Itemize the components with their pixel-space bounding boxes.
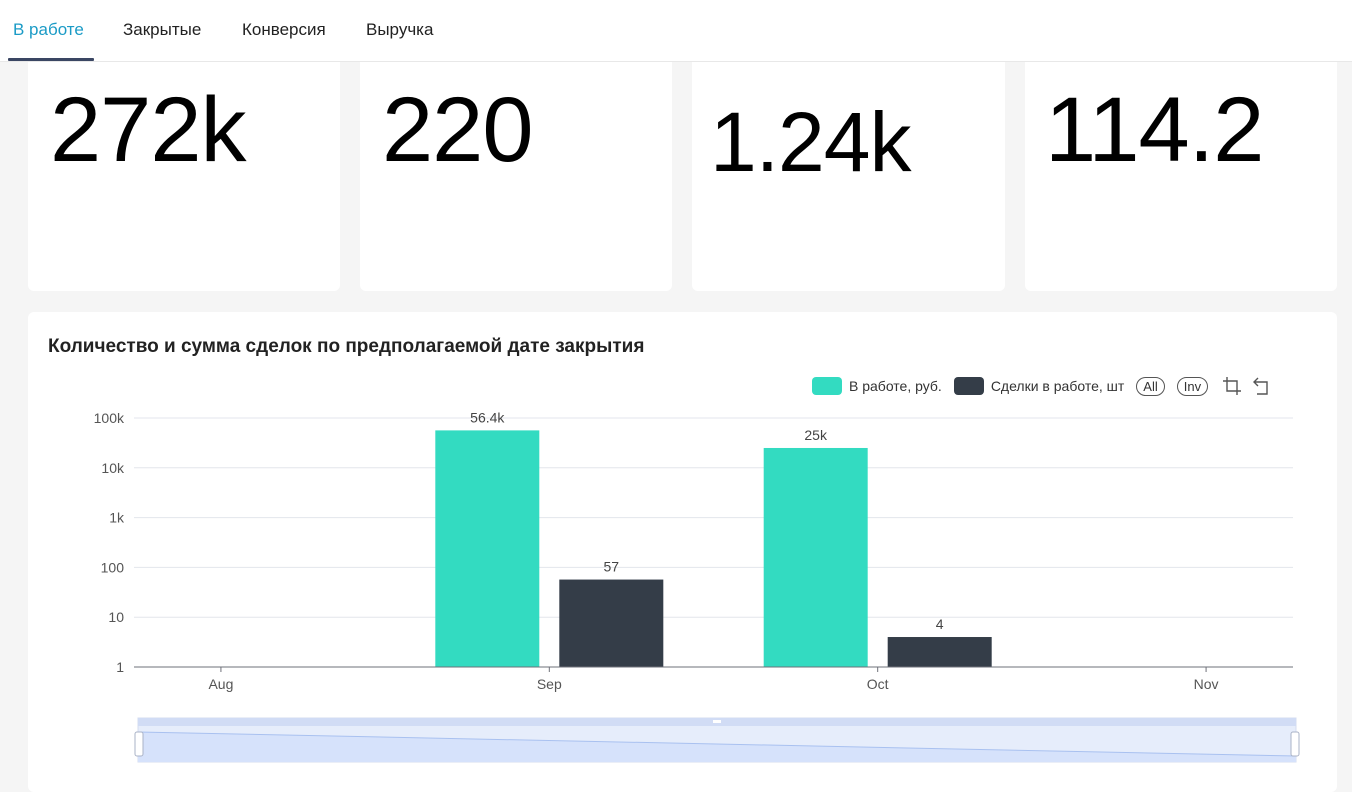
kpi-value-2: 220 [382,79,533,181]
legend-item-sum[interactable]: В работе, руб. [812,377,942,395]
kpi-value-3: 1.24k [710,95,911,189]
y-tick-label: 10 [108,609,124,625]
select-all-button[interactable]: All [1136,376,1165,396]
data-zoom-slider[interactable] [134,717,1300,763]
y-tick-label: 1k [109,510,125,526]
bar [435,430,540,667]
reset-icon[interactable] [1252,376,1272,396]
kpi-value-1: 272k [50,79,246,181]
bar [887,637,992,667]
zoom-handle-left[interactable] [134,731,144,757]
tab-conversion[interactable]: Конверсия [242,20,326,39]
x-tick-label: Oct [867,676,889,692]
chart-card: Количество и сумма сделок по предполагае… [28,312,1337,792]
chart-legend: В работе, руб. Сделки в работе, шт All I… [812,376,1272,396]
y-tick-label: 10k [101,460,125,476]
kpi-card-4: 114.2 [1025,62,1337,291]
legend-label-count: Сделки в работе, шт [990,378,1125,394]
bar-chart: 56.4k 25k 57 4 1 10 100 1k 10k 100k Aug Sep Oct Nov [94,409,1300,763]
crop-zoom-icon[interactable] [1222,376,1242,396]
legend-label-sum: В работе, руб. [849,378,942,394]
bar-data-label: 57 [604,559,620,575]
x-tick-label: Nov [1194,676,1219,692]
y-tick-label: 100k [94,410,125,426]
y-tick-label: 1 [116,659,124,675]
y-tick-label: 100 [101,559,125,575]
tab-bar: В работе Закрытые Конверсия Выручка [0,0,1352,62]
tab-closed[interactable]: Закрытые [123,20,202,39]
tab-revenue[interactable]: Выручка [366,20,434,39]
active-tab-indicator [8,58,94,61]
x-tick-label: Aug [208,676,233,692]
bar [559,579,664,667]
bar-data-label: 25k [804,427,828,443]
legend-swatch-count [953,377,984,395]
zoom-handle-right[interactable] [1290,731,1300,757]
legend-item-count[interactable]: Сделки в работе, шт [953,377,1125,395]
tab-in-progress[interactable]: В работе [13,20,84,39]
kpi-value-4: 114.2 [1045,79,1264,181]
bar-data-label: 4 [936,616,944,632]
legend-swatch-sum [812,377,842,395]
kpi-card-2: 220 [360,62,672,291]
invert-selection-button[interactable]: Inv [1176,376,1209,396]
chart-title: Количество и сумма сделок по предполагае… [48,336,645,357]
bar-data-label: 56.4k [470,409,505,425]
kpi-card-3: 1.24k [692,62,1005,291]
bar [763,447,868,667]
x-tick-label: Sep [537,676,562,692]
kpi-card-1: 272k [28,62,340,291]
